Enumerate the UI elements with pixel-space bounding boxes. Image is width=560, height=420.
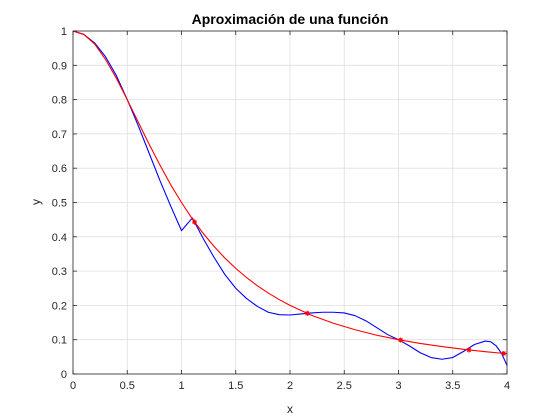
data-point-marker xyxy=(304,310,310,316)
x-tick-label: 3 xyxy=(395,380,401,392)
data-point-marker xyxy=(501,350,507,357)
y-tick-label: 0.4 xyxy=(52,232,67,244)
x-tick-label: 3.5 xyxy=(445,380,460,392)
y-tick-label: 0.9 xyxy=(52,60,67,72)
x-tick-label: 2.5 xyxy=(337,380,352,392)
ticks: 0 0.5 1 1.5 2 2.5 3 3.5 4 0 0.1 0.2 0.3 0.4 0.5 0.6 0.7 0… xyxy=(52,26,510,392)
x-tick-label: 1 xyxy=(178,380,184,392)
data-point-marker xyxy=(191,219,198,225)
y-tick-label: 0.2 xyxy=(52,300,67,312)
x-tick-label: 1.5 xyxy=(228,380,243,392)
data-point-marker xyxy=(466,347,472,353)
y-tick-label: 0.3 xyxy=(52,266,67,278)
y-axis-label: y xyxy=(29,199,43,205)
y-tick-label: 0.7 xyxy=(52,129,67,141)
x-axis-label: x xyxy=(287,402,293,416)
series-layer xyxy=(72,30,508,366)
y-tick-label: 0.6 xyxy=(52,163,67,175)
x-tick-label: 0 xyxy=(70,380,76,392)
x-tick-label: 4 xyxy=(504,380,510,392)
y-tick-label: 0.5 xyxy=(52,198,67,210)
chart-title: Aproximación de una función xyxy=(192,11,389,27)
data-point-marker xyxy=(398,337,404,343)
x-tick-label: 0.5 xyxy=(120,380,135,392)
y-tick-label: 0.8 xyxy=(52,95,67,107)
y-tick-label: 1 xyxy=(61,26,67,38)
y-tick-label: 0.1 xyxy=(52,335,67,347)
x-tick-label: 2 xyxy=(287,380,293,392)
series-line-0 xyxy=(72,30,508,366)
y-tick-label: 0 xyxy=(61,369,67,381)
